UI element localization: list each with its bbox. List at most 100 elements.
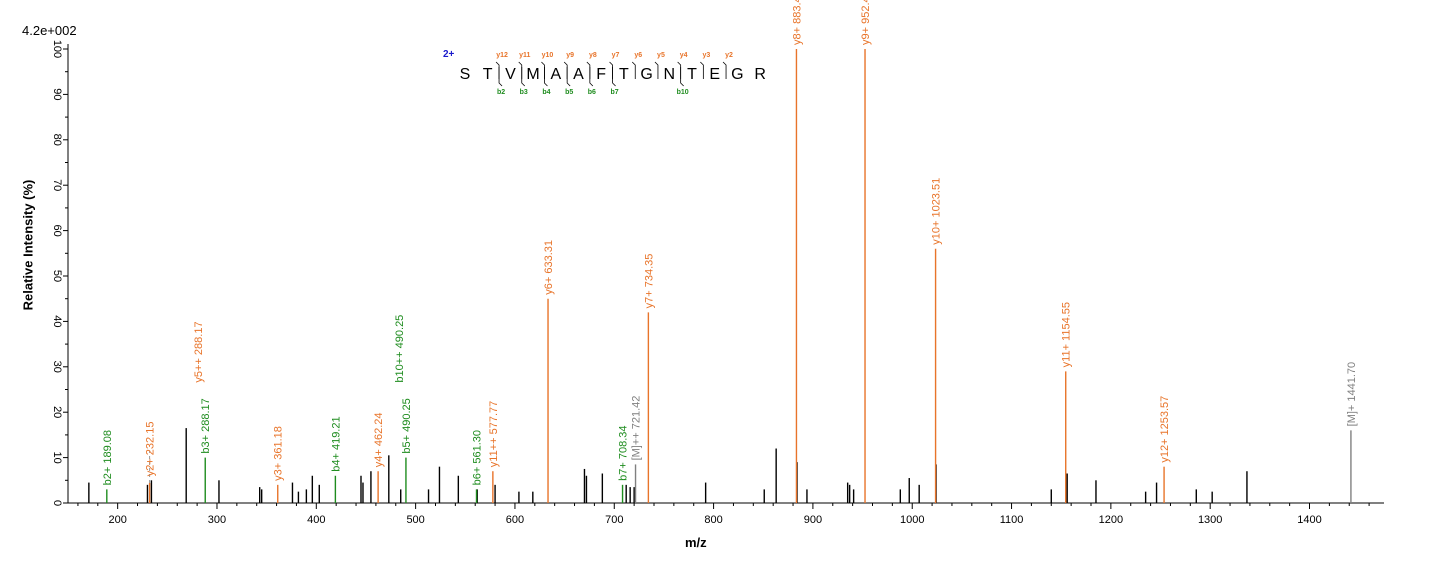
peak-label: y5++ 288.17 (193, 321, 205, 382)
b-ion-label: b3 (520, 89, 528, 96)
peak-label: y11++ 577.77 (488, 401, 500, 467)
sequence-residue: G (731, 66, 743, 83)
peak-label: y8+ 883.43 (791, 0, 803, 45)
y-ion-label: y7 (612, 52, 620, 59)
x-tick-label: 300 (208, 514, 226, 526)
precursor-charge-label: 2+ (443, 49, 455, 60)
y-tick-label: 50 (51, 270, 63, 282)
y-ion-bracket (722, 61, 727, 79)
y-ion-bracket (609, 61, 613, 79)
peaks (88, 49, 1352, 503)
peak-label: y2+ 232.15 (145, 422, 157, 477)
peak-label: b2+ 189.08 (102, 430, 114, 485)
y-tick-label: 100 (51, 40, 63, 58)
y-tick-label: 0 (51, 500, 63, 506)
x-tick-label: 1100 (1000, 514, 1024, 526)
y-ion-label: y10 (542, 52, 554, 59)
sequence-residue: M (526, 66, 539, 83)
sequence-residue: G (640, 66, 652, 83)
peak-label: b10++ 490.25 (394, 315, 406, 383)
b-ion-bracket (521, 67, 526, 87)
peak-label: b4+ 419.21 (330, 416, 342, 471)
x-tick-label: 600 (506, 514, 524, 526)
y-tick-label: 80 (51, 134, 63, 146)
b-ion-label: b10 (677, 89, 689, 96)
x-tick-label: 1400 (1297, 514, 1321, 526)
y-tick-label: 10 (51, 451, 63, 463)
b-ion-label: b6 (588, 89, 596, 96)
x-tick-label: 1000 (900, 514, 924, 526)
y-ion-bracket (563, 61, 568, 79)
x-tick-label: 500 (406, 514, 424, 526)
sequence-residue: V (505, 66, 516, 83)
peak-label: y12+ 1253.57 (1159, 396, 1171, 463)
y-tick-label: 90 (51, 88, 63, 100)
peak-label: [M]++ 721.42 (631, 396, 643, 461)
x-tick-label: 400 (307, 514, 325, 526)
sequence-residue: T (483, 66, 493, 83)
axes: 0 10 20 30 40 50 60 70 80 90 100 200 300 400 500 600 700… (51, 40, 1384, 526)
y-ion-label: y11 (519, 52, 530, 59)
peak-labels: b2+ 189.08 y2+ 232.15 b3+ 288.17 y5++ 288.1… (102, 0, 1358, 485)
peak-label: y11+ 1154.55 (1061, 302, 1073, 367)
peak-label: y10+ 1023.51 (931, 178, 943, 245)
peak-label: b6+ 561.30 (472, 430, 484, 485)
b-ion-bracket (544, 67, 548, 87)
sequence-residue: R (754, 66, 766, 83)
b-ion-label: b5 (565, 89, 573, 96)
b-ion-bracket (612, 67, 616, 87)
sequence-residue: F (596, 66, 606, 83)
peak-label: y9+ 952.47 (860, 0, 872, 45)
y-ion-label: y12 (496, 52, 508, 59)
x-axis-label: m/z (685, 535, 707, 550)
y-tick-label: 20 (51, 406, 63, 418)
b-ion-bracket (680, 67, 684, 87)
peak-label: y7+ 734.35 (643, 254, 655, 309)
sequence-residue: E (709, 66, 720, 83)
x-tick-label: 900 (804, 514, 822, 526)
y-ion-bracket (495, 61, 500, 79)
peak-label: y4+ 462.24 (373, 412, 385, 467)
y-ion-bracket (654, 61, 659, 79)
x-tick-label: 700 (605, 514, 623, 526)
y-ion-bracket (631, 61, 636, 79)
y-tick-label: 30 (51, 361, 63, 373)
sequence-residue: N (664, 66, 676, 83)
y-ion-bracket (586, 61, 591, 79)
peak-label: [M]+ 1441.70 (1346, 362, 1358, 427)
sequence-residue: A (573, 66, 584, 83)
x-tick-label: 1200 (1099, 514, 1123, 526)
peak-label: y6+ 633.31 (543, 240, 555, 295)
b-ion-bracket (589, 67, 594, 87)
y-ion-label: y8 (589, 52, 597, 59)
y-ion-bracket (541, 61, 545, 79)
y-tick-label: 40 (51, 315, 63, 327)
sequence-residue: T (619, 66, 629, 83)
peak-label: b3+ 288.17 (200, 398, 212, 453)
y-ion-label: y4 (680, 52, 688, 59)
y-ion-label: y5 (657, 52, 665, 59)
b-ion-bracket (566, 67, 571, 87)
sequence-residue: S (460, 66, 471, 83)
y-axis-label: Relative Intensity (%) (20, 179, 36, 311)
y-ion-label: y2 (725, 52, 733, 59)
peak-label: b5+ 490.25 (401, 398, 413, 453)
x-tick-label: 1300 (1198, 514, 1222, 526)
b-ion-label: b2 (497, 89, 505, 96)
y-ion-bracket (700, 61, 704, 79)
y-ion-bracket (677, 61, 682, 79)
x-tick-label: 800 (704, 514, 722, 526)
y-ion-label: y9 (566, 52, 574, 59)
y-ion-bracket (518, 61, 523, 79)
y-ion-label: y6 (634, 52, 642, 59)
b-ion-bracket (498, 67, 503, 87)
x-tick-label: 200 (108, 514, 126, 526)
b-ion-label: b7 (610, 89, 618, 96)
y-tick-label: 60 (51, 224, 63, 236)
b-ion-label: b4 (542, 89, 550, 96)
sequence-residue: T (687, 66, 697, 83)
intensity-scale-label: 4.2e+002 (22, 23, 77, 38)
y-ion-label: y3 (702, 52, 710, 59)
